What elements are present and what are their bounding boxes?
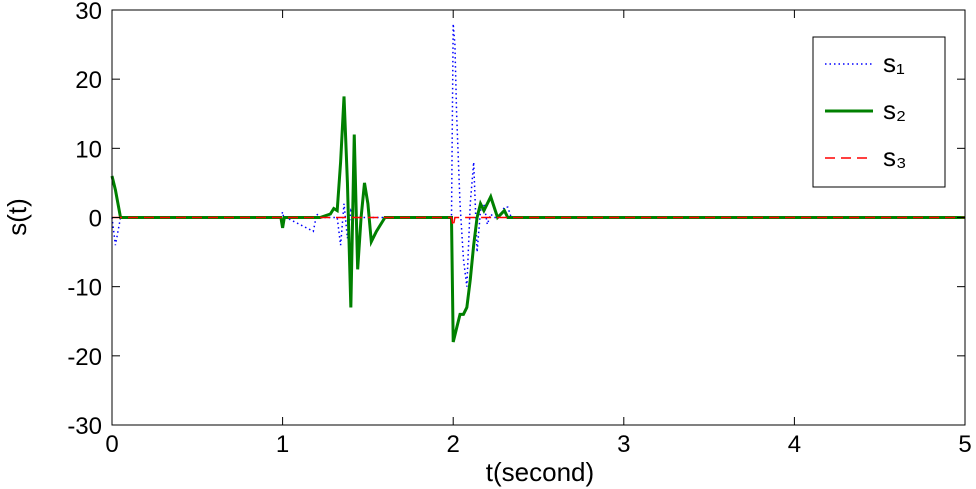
legend-label: s₂ [883, 95, 906, 125]
series-line [111, 23, 965, 287]
y-axis-title: s(t) [2, 198, 32, 236]
y-tick-label: 20 [75, 67, 102, 94]
y-tick-label: 0 [89, 206, 102, 233]
x-tick-label: 5 [958, 431, 971, 458]
y-tick-label: -20 [67, 344, 102, 371]
y-tick-label: 10 [75, 136, 102, 163]
x-tick-label: 3 [617, 431, 630, 458]
x-tick-label: 2 [447, 431, 460, 458]
legend-label: s₁ [883, 48, 905, 78]
x-axis-title: t(second) [486, 457, 594, 487]
x-tick-label: 0 [105, 431, 118, 458]
x-tick-label: 4 [788, 431, 801, 458]
y-tick-label: -30 [67, 413, 102, 440]
legend-label: s₃ [883, 142, 907, 172]
y-tick-label: 30 [75, 0, 102, 25]
series-line [112, 216, 965, 227]
x-tick-label: 1 [276, 431, 289, 458]
y-tick-label: -10 [67, 275, 102, 302]
